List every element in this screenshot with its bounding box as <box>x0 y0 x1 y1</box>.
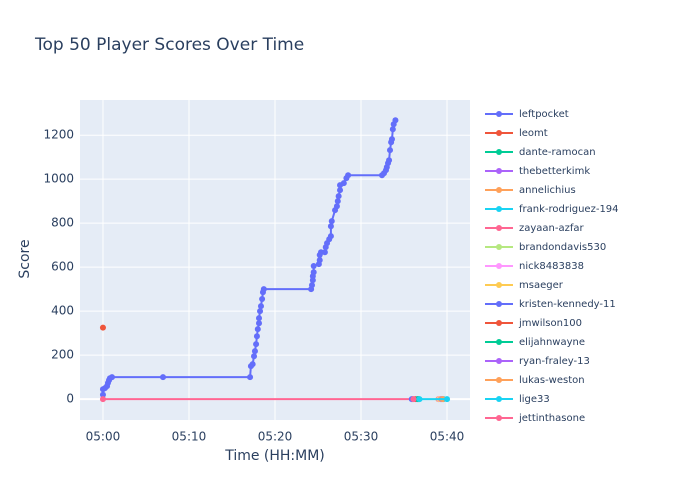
legend-label: elijahnwayne <box>519 337 585 348</box>
y-tick-label: 600 <box>51 260 74 274</box>
legend-label: leomt <box>519 128 548 139</box>
legend-marker <box>496 168 502 174</box>
data-point <box>321 249 328 256</box>
data-point <box>345 172 352 179</box>
legend-marker <box>496 320 502 326</box>
x-tick-label: 05:10 <box>172 430 207 444</box>
data-point <box>247 374 254 381</box>
data-point <box>260 286 267 293</box>
data-point <box>316 257 323 264</box>
legend-marker <box>496 111 502 117</box>
data-point <box>249 361 256 368</box>
data-point <box>253 341 260 348</box>
data-point <box>99 396 106 403</box>
data-point <box>444 396 451 403</box>
data-point <box>253 333 260 340</box>
legend-marker <box>496 263 502 269</box>
data-point <box>392 117 399 124</box>
plot-marks <box>99 117 451 403</box>
legend-marker <box>496 206 502 212</box>
legend-marker <box>496 149 502 155</box>
data-point <box>410 396 417 403</box>
data-point <box>327 233 334 240</box>
legend-label: thebetterkimk <box>519 166 590 177</box>
legend-marker <box>496 244 502 250</box>
y-tick-label: 1200 <box>43 128 74 142</box>
data-point <box>327 223 334 230</box>
y-tick-label: 800 <box>51 216 74 230</box>
data-point <box>388 136 395 143</box>
data-point <box>387 147 394 154</box>
y-tick-label: 0 <box>66 392 74 406</box>
legend-label: msaeger <box>519 280 564 291</box>
data-point <box>389 126 396 133</box>
data-point <box>328 218 335 225</box>
legend-marker <box>496 396 502 402</box>
data-point <box>386 157 393 164</box>
legend-label: dante-ramocan <box>519 147 596 158</box>
legend-label: lige33 <box>519 394 550 405</box>
y-tick-label: 400 <box>51 304 74 318</box>
legend-marker <box>496 187 502 193</box>
legend-label: zayaan-azfar <box>519 223 585 234</box>
y-tick-label: 200 <box>51 348 74 362</box>
data-point <box>335 193 342 200</box>
x-axis-title: Time (HH:MM) <box>224 448 325 464</box>
legend: leftpocket leomt dante-ramocan thebetterkim… <box>485 109 619 424</box>
data-point <box>99 391 106 398</box>
legend-label: frank-rodriguez-194 <box>519 204 619 215</box>
data-point <box>308 282 315 289</box>
data-point <box>108 374 115 381</box>
data-point <box>256 315 263 322</box>
data-point <box>416 396 423 403</box>
legend-label: ryan-fraley-13 <box>519 356 590 367</box>
legend-marker <box>496 282 502 288</box>
data-point <box>257 308 264 315</box>
x-tick-label: 05:00 <box>86 430 121 444</box>
data-point <box>337 187 344 194</box>
legend-label: nick8483838 <box>519 261 584 272</box>
data-point <box>334 198 341 205</box>
data-point <box>256 320 263 327</box>
data-point <box>257 303 264 310</box>
y-tick-label: 1000 <box>43 172 74 186</box>
y-axis-title: Score <box>17 239 33 278</box>
legend-marker <box>496 415 502 421</box>
legend-marker <box>496 130 502 136</box>
data-point <box>259 296 266 303</box>
x-tick-label: 05:40 <box>430 430 465 444</box>
data-point <box>251 353 258 360</box>
legend-marker <box>496 225 502 231</box>
data-point <box>160 374 167 381</box>
legend-label: brandondavis530 <box>519 242 606 253</box>
data-point <box>310 269 317 276</box>
legend-label: jmwilson100 <box>518 318 582 329</box>
data-point <box>333 203 340 210</box>
legend-marker <box>496 358 502 364</box>
legend-marker <box>496 301 502 307</box>
data-point <box>340 180 347 187</box>
data-point <box>251 348 258 355</box>
data-point <box>99 324 106 331</box>
legend-label: annelichius <box>519 185 576 196</box>
legend-label: lukas-weston <box>519 375 585 386</box>
x-tick-label: 05:30 <box>344 430 379 444</box>
x-tick-label: 05:20 <box>258 430 293 444</box>
legend-label: jettinthasone <box>518 413 585 424</box>
data-point <box>310 263 317 270</box>
legend-label: kristen-kennedy-11 <box>519 299 616 310</box>
chart-title: Top 50 Player Scores Over Time <box>34 35 304 55</box>
legend-marker <box>496 377 502 383</box>
legend-marker <box>496 339 502 345</box>
legend-label: leftpocket <box>519 109 569 120</box>
data-point <box>254 326 261 333</box>
